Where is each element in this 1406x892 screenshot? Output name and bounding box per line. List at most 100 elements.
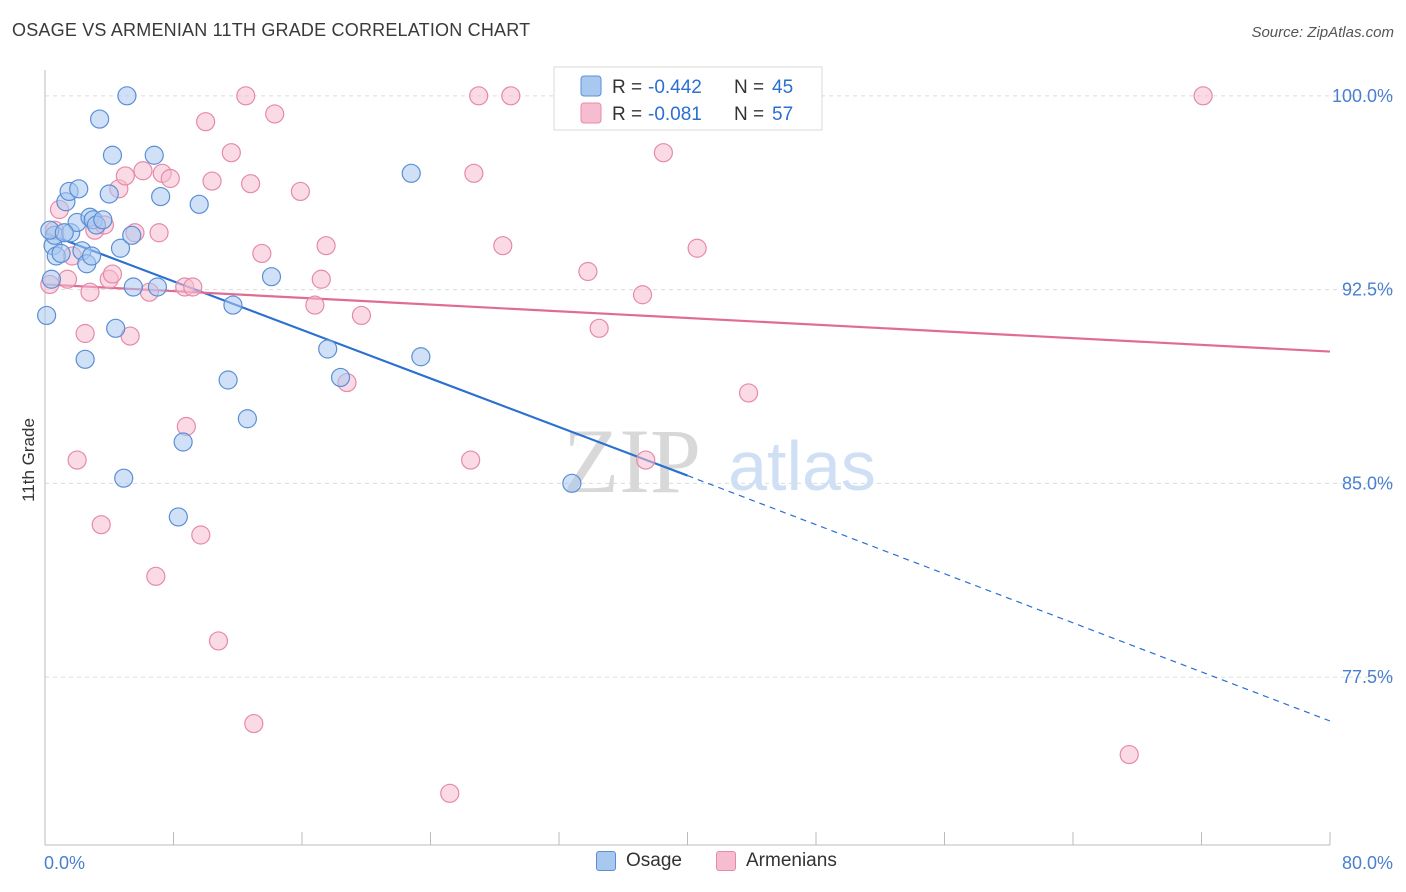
- legend-label-armenians: Armenians: [746, 850, 837, 871]
- osage-point: [69, 179, 89, 199]
- osage-point: [81, 246, 102, 266]
- axes: [44, 70, 1331, 846]
- legend-label-osage: Osage: [626, 850, 682, 871]
- armenian-point: [149, 223, 169, 243]
- armenian-point: [1119, 744, 1139, 765]
- osage-point: [189, 194, 209, 214]
- armenian-point: [191, 525, 211, 545]
- armenian-r-label: R =: [612, 104, 642, 125]
- osage-point: [218, 370, 238, 390]
- series-legend: Osage Armenians: [0, 850, 1406, 880]
- stats-legend: R = -0.442 N = 45 R = -0.081 N = 57: [553, 66, 823, 131]
- osage-n-value: 45: [772, 77, 793, 98]
- osage-r-label: R =: [612, 77, 642, 98]
- armenian-point: [305, 295, 325, 315]
- armenian-point: [146, 566, 166, 586]
- armenian-n-value: 57: [772, 104, 793, 125]
- armenian-point: [75, 323, 95, 344]
- watermark-atlas: atlas: [728, 427, 876, 505]
- armenian-point: [208, 631, 229, 651]
- osage-point: [37, 305, 57, 326]
- osage-point: [330, 367, 351, 388]
- armenian-point: [290, 181, 310, 202]
- osage-point: [90, 109, 110, 129]
- armenian-point: [67, 450, 87, 470]
- osage-point: [54, 223, 74, 243]
- armenian-point: [493, 236, 513, 256]
- armenian-n-label: N =: [734, 104, 764, 125]
- armenian-point: [578, 261, 598, 282]
- armenian-point: [102, 264, 123, 284]
- armenian-point: [176, 416, 196, 437]
- armenian-point: [183, 277, 203, 297]
- osage-point: [110, 238, 131, 258]
- osage-point: [168, 507, 188, 527]
- osage-point: [411, 347, 431, 367]
- armenian-point: [632, 285, 653, 305]
- y-tick-label: 77.5%: [1342, 667, 1393, 687]
- armenian-point: [1193, 86, 1213, 106]
- osage-point: [318, 339, 338, 359]
- osage-point: [122, 225, 142, 245]
- osage-point: [261, 267, 282, 287]
- osage-n-label: N =: [734, 77, 764, 98]
- armenian-r-value: -0.081: [648, 104, 702, 125]
- armenian-point: [316, 236, 336, 256]
- armenian-point: [133, 161, 153, 181]
- armenian-point: [160, 168, 180, 189]
- armenians-swatch: [716, 851, 736, 871]
- armenian-point: [91, 515, 111, 535]
- armenian-point: [351, 305, 372, 326]
- watermark: ZIP atlas: [563, 410, 876, 512]
- y-tick-label: 85.0%: [1342, 473, 1393, 493]
- osage-point: [147, 277, 168, 297]
- armenian-point: [687, 238, 707, 258]
- osage-point: [144, 145, 164, 165]
- armenian-point: [57, 269, 78, 289]
- armenian-point: [80, 282, 100, 302]
- armenian-point: [440, 783, 460, 803]
- watermark-zip: ZIP: [563, 410, 701, 512]
- armenian-point: [221, 143, 241, 163]
- armenian-point: [265, 104, 285, 124]
- armenian-point: [653, 143, 674, 163]
- osage-trend-extension: [687, 475, 1331, 722]
- armenian-point: [202, 171, 222, 191]
- osage-point: [151, 186, 171, 207]
- armenian-point: [636, 450, 656, 470]
- source-label: Source: ZipAtlas.com: [1251, 24, 1394, 41]
- osage-point: [117, 86, 137, 106]
- armenian-point: [738, 383, 759, 403]
- osage-point: [562, 473, 582, 493]
- y-tick-labels: 77.5% 85.0% 92.5% 100.0%: [1332, 86, 1393, 687]
- x-tick-labels: 0.0% 80.0%: [44, 853, 1393, 873]
- y-tick-label: 100.0%: [1332, 86, 1393, 106]
- osage-r-value: -0.442: [648, 77, 702, 98]
- armenian-point: [115, 166, 135, 186]
- osage-point: [401, 163, 421, 183]
- osage-point: [51, 243, 71, 264]
- osage-trend-line: [44, 231, 688, 477]
- y-tick-label: 92.5%: [1342, 280, 1393, 300]
- legend-item-armenians: Armenians: [716, 850, 837, 872]
- armenian-point: [464, 163, 484, 183]
- data-points: [37, 86, 1213, 803]
- armenian-trend-line: [44, 283, 1331, 353]
- osage-point: [75, 349, 95, 369]
- osage-point: [102, 145, 123, 165]
- armenian-point: [589, 318, 609, 338]
- y-axis-label: 11th Grade: [19, 418, 38, 502]
- x-tick-label-max: 80.0%: [1342, 853, 1393, 873]
- osage-point: [237, 409, 257, 429]
- legend-item-osage: Osage: [596, 850, 682, 872]
- armenian-point: [244, 713, 264, 734]
- x-tick-label-min: 0.0%: [44, 853, 85, 873]
- osage-point: [223, 295, 243, 315]
- osage-swatch: [596, 851, 616, 871]
- armenian-point: [461, 450, 481, 470]
- osage-point: [99, 184, 119, 204]
- armenian-point: [252, 243, 272, 264]
- armenian-point: [241, 174, 261, 194]
- osage-point: [114, 468, 134, 488]
